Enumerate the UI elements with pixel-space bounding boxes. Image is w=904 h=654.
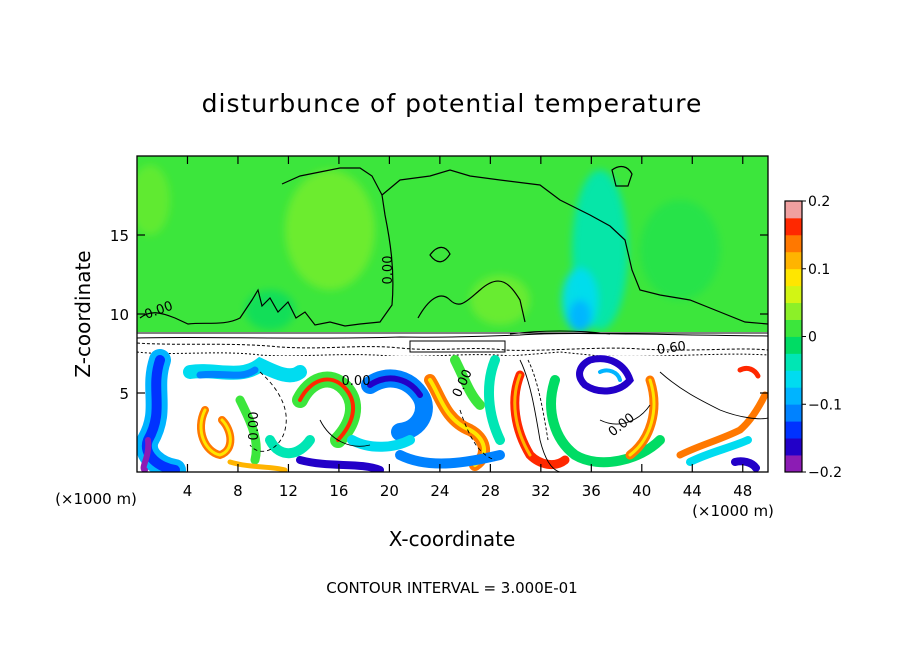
contour-label: 0.00	[342, 374, 371, 389]
colorbar-swatch	[785, 336, 802, 354]
x-tick-label: 36	[582, 482, 601, 500]
x-tick-label: 40	[632, 482, 651, 500]
contour-label: 0.60	[656, 339, 687, 358]
colorbar-swatch	[785, 285, 802, 304]
contour-interval-note: CONTOUR INTERVAL = 3.000E-01	[326, 579, 577, 597]
x-tick-label: 48	[733, 482, 752, 500]
colorbar-tick-label: −0.2	[808, 465, 842, 481]
colorbar-swatch	[785, 217, 802, 236]
colorbar-swatch	[785, 319, 802, 337]
y-tick-label: 15	[110, 227, 129, 245]
colorbar-swatch	[785, 370, 802, 388]
upper-field-variation	[137, 165, 720, 332]
colorbar-swatch	[785, 421, 802, 439]
x-tick-label: 4	[183, 482, 193, 500]
colorbar-swatch	[785, 234, 802, 253]
x-tick-label: 8	[233, 482, 243, 500]
x-tick-label: 28	[481, 482, 500, 500]
y-axis-title: Z-coordinate	[71, 250, 95, 377]
colorbar-swatch	[785, 455, 802, 473]
colorbar-swatch	[785, 438, 802, 456]
colorbar-tick-label: −0.1	[808, 397, 842, 413]
colorbar-swatch	[785, 404, 802, 422]
contour-label: 0.00	[247, 412, 262, 441]
x-tick-label: 12	[279, 482, 298, 500]
lower-field-plumes	[137, 349, 768, 472]
y-tick-label: 10	[110, 306, 129, 324]
y-axis: 5 10 15	[110, 227, 768, 403]
colorbar-swatch	[785, 251, 802, 270]
chart-title: disturbunce of potential temperature	[202, 89, 703, 118]
x-unit-label: (×1000 m)	[55, 490, 137, 508]
upper-contours	[139, 165, 768, 327]
colorbar-tick-label: 0.1	[808, 262, 830, 278]
x-axis-title: X-coordinate	[389, 527, 516, 551]
x-tick-label: 44	[683, 482, 702, 500]
x-tick-label: 16	[329, 482, 348, 500]
colorbar: 0.2 0.1 0 −0.1 −0.2	[784, 194, 842, 481]
colorbar-swatch	[785, 201, 802, 219]
colorbar-tick-label: 0	[808, 330, 817, 346]
x-tick-label: 32	[531, 482, 550, 500]
plot-area	[137, 156, 768, 472]
x-tick-label: 20	[380, 482, 399, 500]
x-axis: 4 8 12 16 20 24 28 32 36 40 44 48	[183, 156, 752, 500]
colorbar-swatch	[785, 353, 802, 371]
colorbar-swatch	[785, 302, 802, 320]
colorbar-swatch	[785, 387, 802, 405]
y-tick-label: 5	[119, 385, 129, 403]
lower-field-contours	[249, 359, 768, 472]
colorbar-swatch	[785, 268, 802, 287]
colorbar-tick-label: 0.2	[808, 194, 830, 210]
contour-label: 0.00	[381, 256, 396, 285]
x-unit-label-right: (×1000 m)	[692, 502, 774, 520]
x-tick-label: 24	[430, 482, 449, 500]
